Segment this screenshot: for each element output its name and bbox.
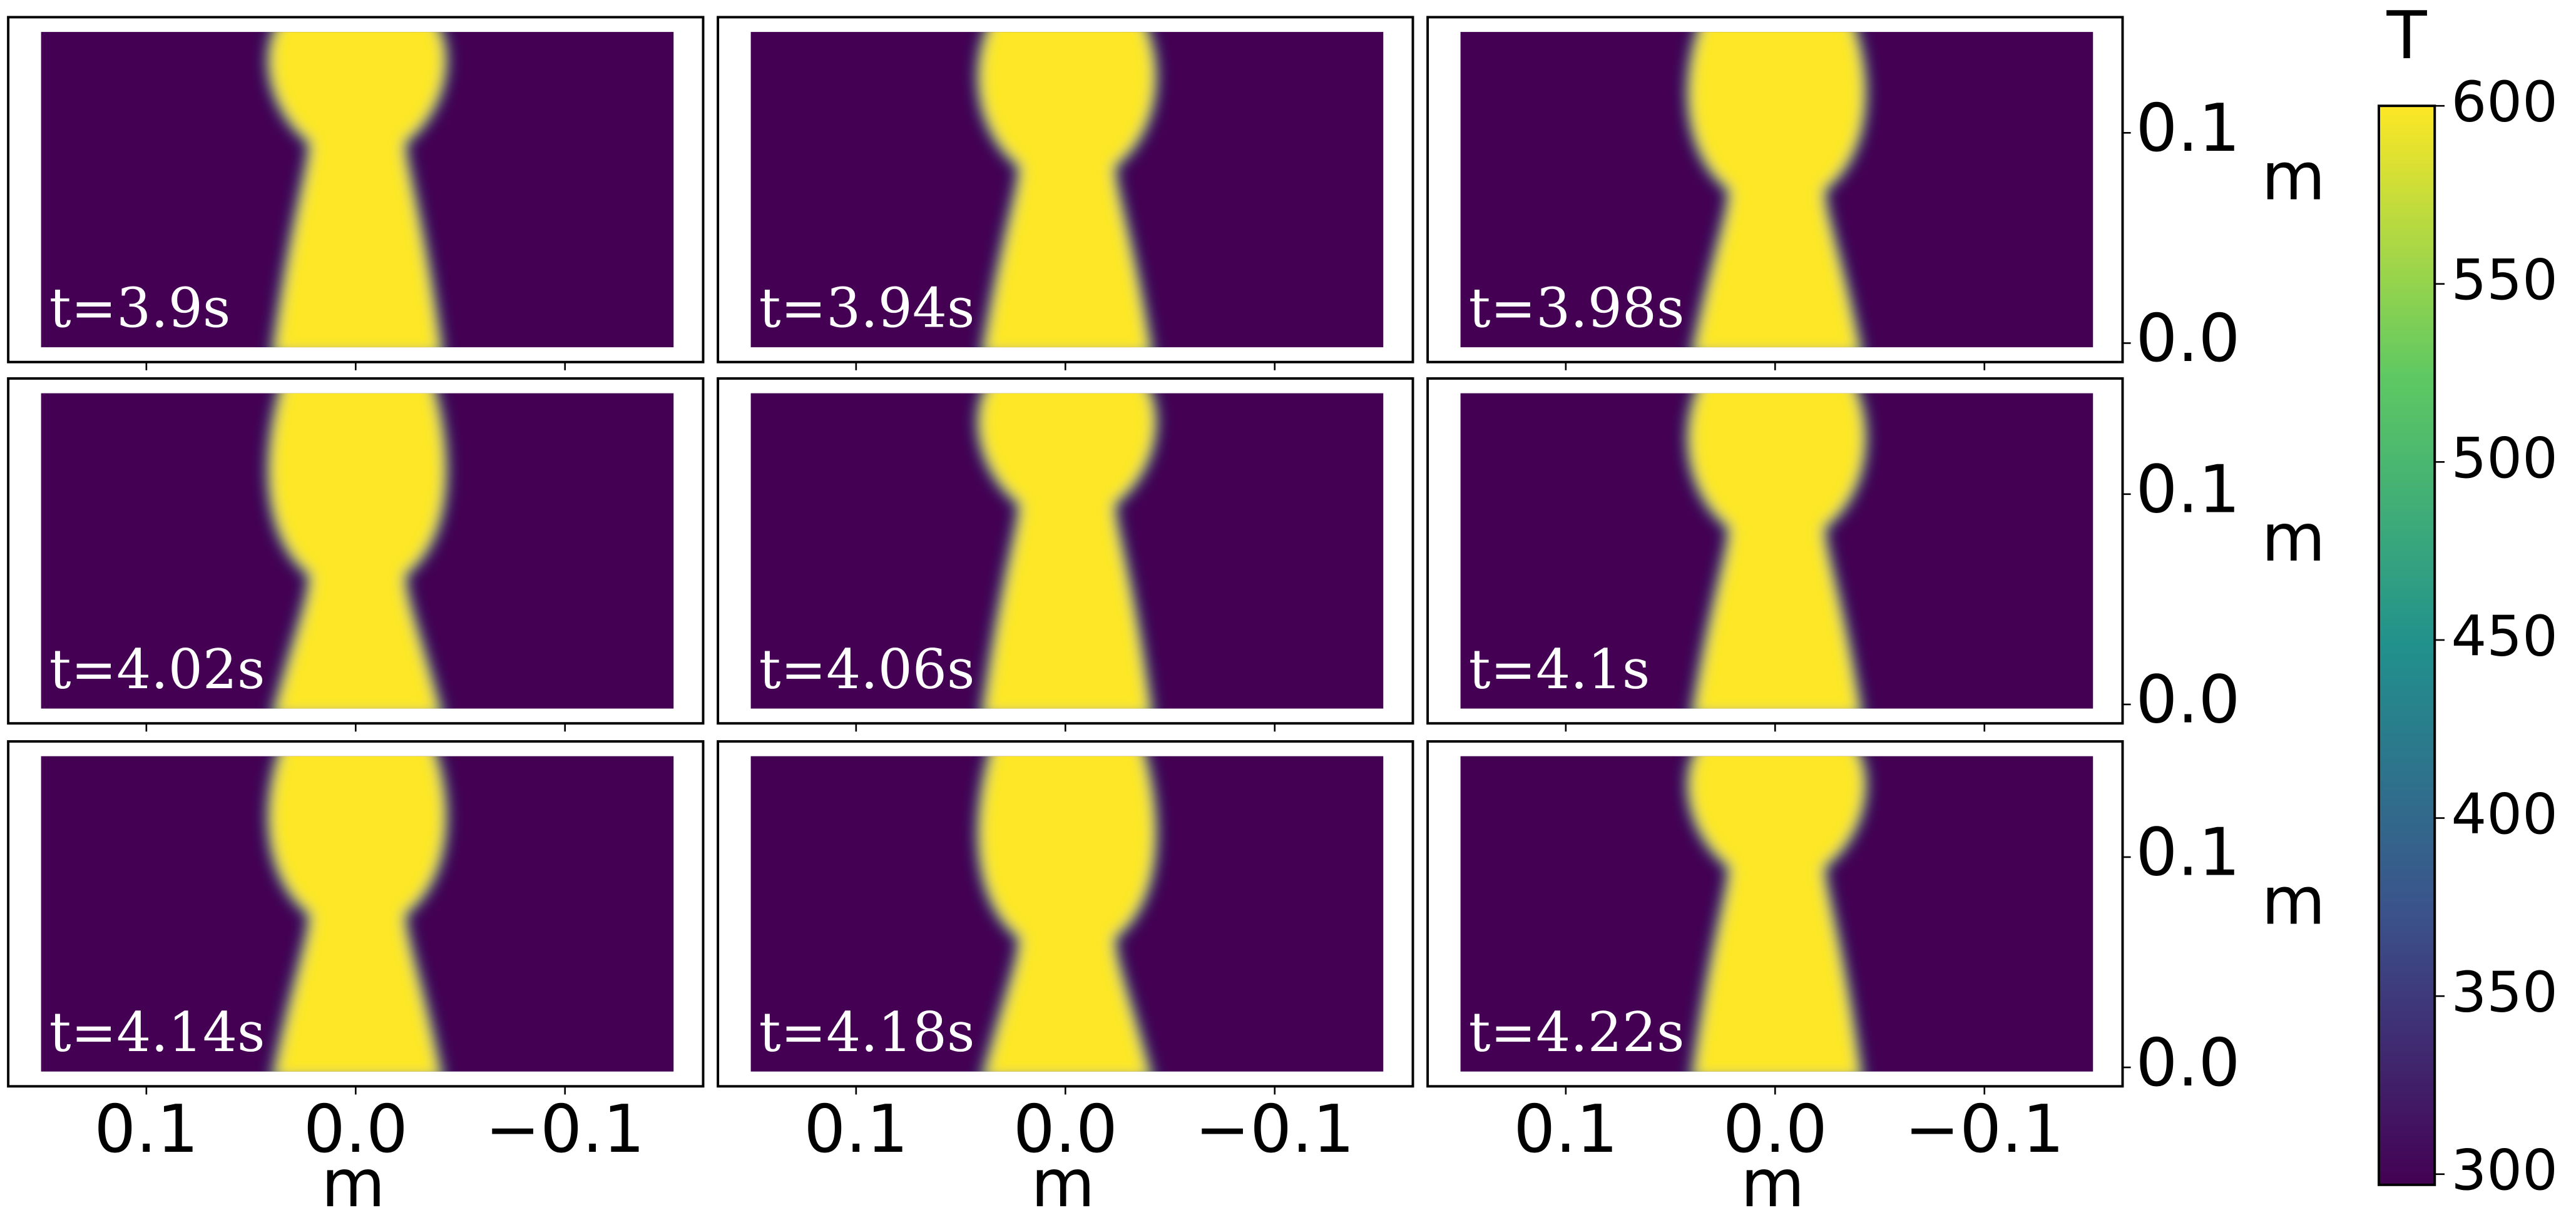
panel-label: t=3.98s [1469, 277, 1685, 340]
panel-label: t=4.06s [759, 639, 975, 701]
y-tick-label: 0.0 [2136, 662, 2241, 738]
y-tick-label: 0.1 [2136, 90, 2241, 166]
plume-shape [265, 393, 450, 709]
x-axis-label: m [1031, 1146, 1095, 1222]
x-tick-label: 0.1 [94, 1091, 198, 1167]
y-axis-label: m [2261, 500, 2325, 576]
plume-shape [974, 393, 1160, 709]
plume [1684, 756, 1869, 1072]
y-tick-label: 0.0 [2136, 1025, 2241, 1101]
plume-shape [1684, 32, 1869, 348]
x-axis-label: m [321, 1146, 385, 1222]
plume-shape [1684, 756, 1869, 1072]
colorbar-tick-label: 400 [2451, 782, 2558, 847]
colorbar-tick-label: 600 [2451, 70, 2558, 135]
colorbar-title: T [2386, 0, 2428, 74]
panel-label: t=4.14s [49, 1002, 265, 1064]
colorbar-tick-label: 500 [2451, 426, 2558, 491]
plume [1684, 32, 1869, 348]
plume-shape [265, 756, 450, 1072]
plume [1684, 393, 1869, 709]
colorbar-tick-label: 450 [2451, 604, 2558, 669]
y-tick-label: 0.0 [2136, 300, 2241, 377]
x-axis-label: m [1740, 1146, 1804, 1222]
x-tick-label: 0.0 [1723, 1091, 1827, 1167]
colorbar-tick-label: 550 [2451, 248, 2558, 313]
x-tick-label: −0.1 [485, 1091, 645, 1167]
panel-label: t=4.22s [1469, 1002, 1685, 1064]
y-axis-label: m [2261, 863, 2325, 939]
panel-label: t=4.02s [49, 639, 265, 701]
plume [265, 756, 450, 1072]
x-tick-label: −0.1 [1904, 1091, 2064, 1167]
colorbar [2378, 104, 2436, 1186]
y-tick-label: 0.1 [2136, 452, 2241, 528]
plume-shape [974, 756, 1160, 1072]
x-tick-label: 0.0 [1013, 1091, 1118, 1167]
panel-label: t=4.1s [1469, 639, 1650, 701]
panel-label: t=3.9s [49, 277, 231, 340]
y-axis-label: m [2261, 139, 2325, 215]
panel-label: t=4.18s [759, 1002, 975, 1064]
x-tick-label: 0.1 [1513, 1091, 1618, 1167]
x-tick-label: 0.0 [304, 1091, 408, 1167]
x-tick-label: −0.1 [1195, 1091, 1354, 1167]
plume [974, 32, 1160, 348]
plume [265, 32, 450, 348]
colorbar-tick-label: 350 [2451, 960, 2558, 1025]
panel-label: t=3.94s [759, 277, 975, 340]
plume [974, 756, 1160, 1072]
plume [974, 393, 1160, 709]
plume-shape [1684, 393, 1869, 709]
plume-shape [265, 32, 450, 348]
plume [265, 393, 450, 709]
y-tick-label: 0.1 [2136, 815, 2241, 891]
colorbar-tick-label: 300 [2451, 1138, 2558, 1203]
plume-shape [974, 32, 1160, 348]
x-tick-label: 0.1 [804, 1091, 908, 1167]
